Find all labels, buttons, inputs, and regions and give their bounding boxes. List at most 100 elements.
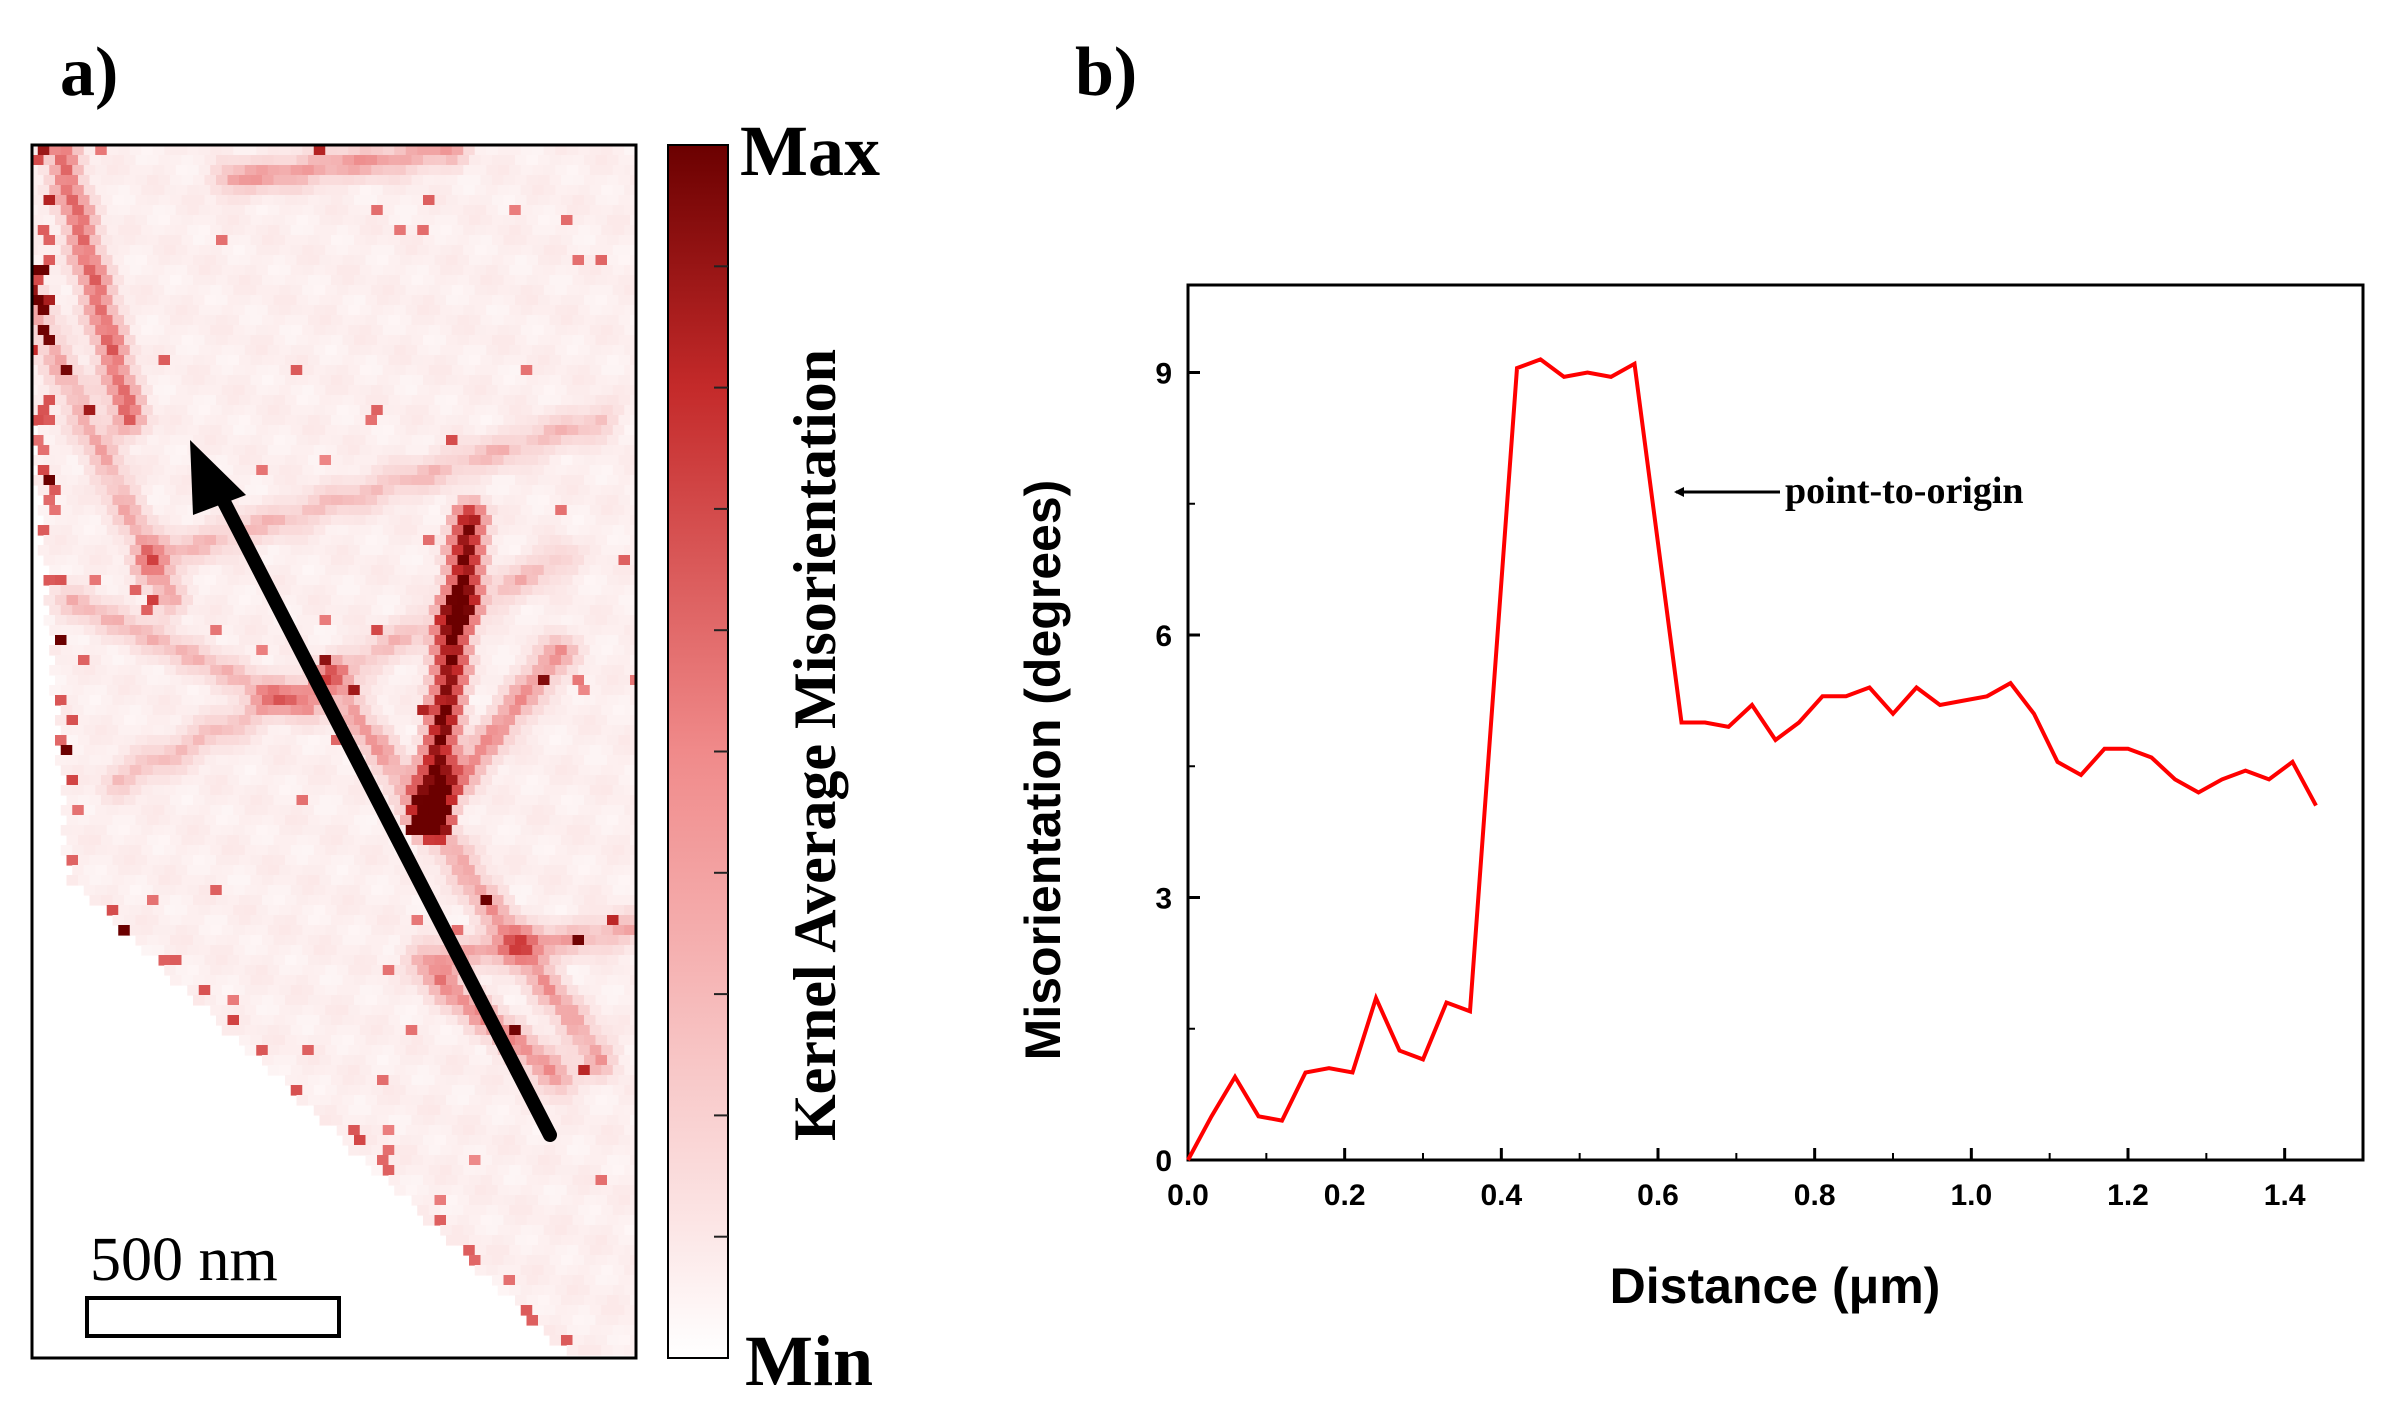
- kam-pixel: [198, 425, 211, 436]
- kam-pixel: [285, 255, 298, 266]
- kam-pixel: [538, 835, 551, 846]
- kam-pixel: [170, 595, 183, 606]
- kam-pixel: [313, 225, 326, 236]
- kam-pixel: [60, 145, 73, 156]
- kam-pixel: [382, 465, 395, 476]
- kam-pixel: [60, 605, 73, 616]
- kam-pixel: [457, 175, 470, 186]
- kam-pixel: [302, 785, 315, 796]
- kam-pixel: [503, 935, 516, 946]
- kam-pixel: [308, 655, 321, 666]
- kam-pixel: [572, 1195, 585, 1206]
- kam-pixel: [371, 1145, 384, 1156]
- kam-pixel: [204, 955, 217, 966]
- kam-pixel: [618, 335, 631, 346]
- kam-pixel: [193, 975, 206, 986]
- kam-pixel: [463, 865, 476, 876]
- kam-pixel: [308, 315, 321, 326]
- kam-pixel: [497, 145, 510, 156]
- kam-pixel: [244, 385, 257, 396]
- kam-pixel: [405, 365, 418, 376]
- kam-pixel: [566, 705, 579, 716]
- kam-pixel: [417, 205, 430, 216]
- kam-pixel: [118, 805, 131, 816]
- kam-pixel: [520, 405, 533, 416]
- kam-pixel: [250, 295, 263, 306]
- kam-pixel: [244, 765, 257, 776]
- kam-pixel: [95, 345, 108, 356]
- kam-pixel: [250, 795, 263, 806]
- kam-pixel: [417, 1065, 430, 1076]
- kam-pixel: [607, 1115, 620, 1126]
- kam-pixel: [561, 795, 574, 806]
- kam-pixel: [538, 455, 551, 466]
- kam-pixel: [451, 165, 464, 176]
- kam-pixel: [446, 455, 459, 466]
- kam-pixel: [267, 385, 280, 396]
- kam-pixel: [239, 875, 252, 886]
- kam-pixel: [43, 475, 56, 486]
- kam-pixel: [400, 615, 413, 626]
- kam-pixel: [480, 155, 493, 166]
- kam-pixel: [584, 335, 597, 346]
- kam-pixel: [319, 775, 332, 786]
- kam-pixel: [589, 865, 602, 876]
- kam-pixel: [509, 865, 522, 876]
- kam-pixel: [428, 985, 441, 996]
- kam-pixel: [607, 415, 620, 426]
- kam-pixel: [446, 895, 459, 906]
- kam-pixel: [388, 755, 401, 766]
- kam-pixel: [170, 735, 183, 746]
- kam-pixel: [147, 675, 160, 686]
- kam-pixel: [331, 795, 344, 806]
- kam-pixel: [135, 295, 148, 306]
- kam-pixel: [129, 385, 142, 396]
- kam-pixel: [158, 375, 171, 386]
- kam-pixel: [83, 585, 96, 596]
- kam-pixel: [158, 215, 171, 226]
- kam-pixel: [66, 255, 79, 266]
- kam-pixel: [566, 1025, 579, 1036]
- kam-pixel: [83, 425, 96, 436]
- kam-pixel: [181, 915, 194, 926]
- kam-pixel: [256, 745, 269, 756]
- kam-pixel: [175, 925, 188, 936]
- kam-pixel: [584, 455, 597, 466]
- kam-pixel: [371, 845, 384, 856]
- kam-pixel: [526, 215, 539, 226]
- kam-pixel: [164, 845, 177, 856]
- kam-pixel: [112, 275, 125, 286]
- kam-pixel: [451, 245, 464, 256]
- kam-pixel: [83, 525, 96, 536]
- kam-pixel: [515, 735, 528, 746]
- kam-pixel: [101, 495, 114, 506]
- kam-pixel: [595, 355, 608, 366]
- kam-pixel: [273, 415, 286, 426]
- kam-pixel: [538, 575, 551, 586]
- kam-pixel: [49, 145, 62, 156]
- kam-pixel: [566, 645, 579, 656]
- kam-pixel: [175, 205, 188, 216]
- kam-pixel: [348, 365, 361, 376]
- kam-pixel: [526, 495, 539, 506]
- kam-pixel: [474, 925, 487, 936]
- kam-pixel: [290, 965, 303, 976]
- kam-pixel: [348, 925, 361, 936]
- kam-pixel: [584, 895, 597, 906]
- kam-pixel: [538, 475, 551, 486]
- kam-pixel: [141, 385, 154, 396]
- kam-pixel: [325, 325, 338, 336]
- kam-pixel: [486, 145, 499, 156]
- kam-pixel: [377, 935, 390, 946]
- kam-pixel: [348, 1145, 361, 1156]
- kam-pixel: [417, 865, 430, 876]
- kam-pixel: [446, 295, 459, 306]
- kam-pixel: [624, 1005, 636, 1016]
- kam-pixel: [267, 645, 280, 656]
- kam-pixel: [32, 205, 39, 216]
- kam-pixel: [158, 595, 171, 606]
- kam-pixel: [216, 295, 229, 306]
- kam-pixel: [164, 865, 177, 876]
- kam-pixel: [428, 385, 441, 396]
- kam-pixel: [95, 685, 108, 696]
